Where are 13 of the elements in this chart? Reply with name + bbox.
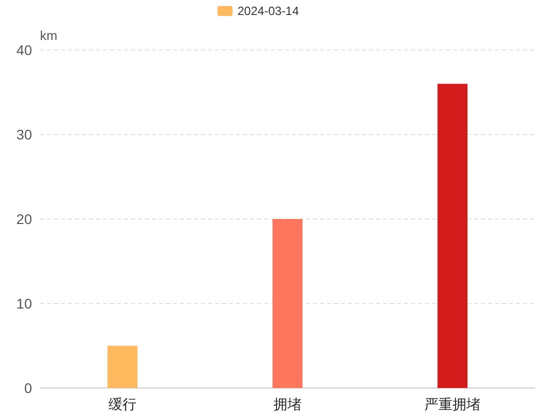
y-axis-title: km xyxy=(40,28,58,43)
x-tick-label: 拥堵 xyxy=(274,396,302,412)
y-tick-label: 0 xyxy=(24,380,32,396)
legend-label: 2024-03-14 xyxy=(238,4,300,18)
bar xyxy=(108,346,138,388)
y-tick-label: 10 xyxy=(16,296,32,312)
bar xyxy=(272,219,302,388)
y-tick-label: 30 xyxy=(16,126,32,142)
y-tick-label: 40 xyxy=(16,42,32,58)
bar xyxy=(438,84,468,388)
x-tick-label: 缓行 xyxy=(108,396,136,412)
x-tick-label: 严重拥堵 xyxy=(424,396,480,412)
y-tick-label: 20 xyxy=(16,211,32,227)
